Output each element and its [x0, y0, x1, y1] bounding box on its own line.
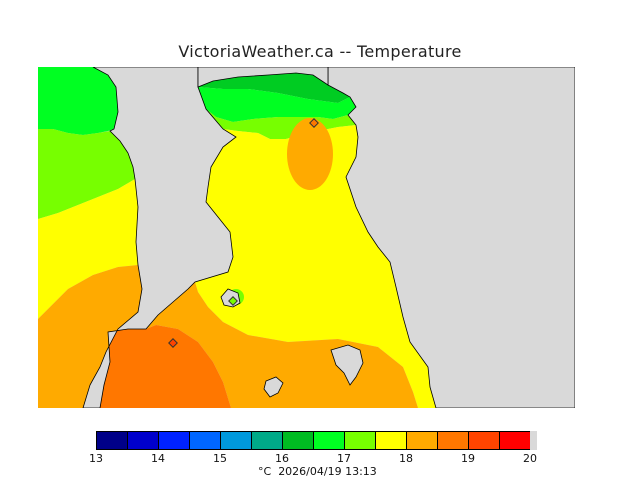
stations: [168, 118, 319, 348]
legend-swatch: [220, 431, 252, 450]
legend-swatch: [127, 431, 159, 450]
legend-tick-label: 18: [399, 452, 413, 465]
zone-18-19-west: [38, 179, 138, 319]
zone-19-20-central-blob: [287, 118, 333, 190]
legend-tick-label: 14: [151, 452, 165, 465]
legend-tick-label: 19: [461, 452, 475, 465]
legend-tick-label: 16: [275, 452, 289, 465]
station-south[interactable]: [168, 338, 178, 348]
western-strait: [82, 67, 237, 408]
legend-tick-label: 17: [337, 452, 351, 465]
lake-south-1: [330, 344, 364, 386]
zone-19-20-west: [38, 265, 142, 408]
legend-bar: [96, 431, 556, 450]
zone-16-17-north: [198, 87, 356, 122]
legend-swatch: [313, 431, 345, 450]
legend-swatch: [158, 431, 190, 450]
legend-caption: °C 2026/04/19 13:13: [258, 465, 377, 478]
legend-swatch: [375, 431, 407, 450]
legend-swatch: [96, 431, 128, 450]
legend-swatch: [437, 431, 469, 450]
legend-tick-label: 15: [213, 452, 227, 465]
legend-swatch: [406, 431, 438, 450]
zone-17-18-north: [206, 109, 356, 139]
zone-17-18-west: [38, 129, 135, 219]
zone-15-16-north: [198, 73, 350, 103]
legend-swatch: [468, 431, 500, 450]
zone-20-21-south: [100, 325, 231, 408]
temperature-fields: [38, 67, 436, 408]
legend-end-cap: [530, 431, 537, 450]
chart-title: VictoriaWeather.ca -- Temperature: [178, 42, 462, 61]
legend-swatch: [344, 431, 376, 450]
legend-tick-label: 13: [89, 452, 103, 465]
legend-swatch: [251, 431, 283, 450]
station-north[interactable]: [309, 118, 319, 128]
eastern-waters: [327, 67, 575, 408]
station-central[interactable]: [228, 296, 238, 306]
color-legend: 13 14 15 16 17 18 19 20: [89, 431, 556, 465]
temperature-map[interactable]: [38, 67, 575, 408]
legend-swatch: [499, 431, 531, 450]
timestamp: 2026/04/19 13:13: [278, 465, 377, 478]
zone-18-19-central: [195, 125, 436, 408]
northern-bay: [197, 67, 329, 88]
legend-tick-label: 20: [523, 452, 537, 465]
zone-16-17-west: [38, 67, 118, 135]
unit-label: °C: [258, 465, 272, 478]
legend-swatch: [282, 431, 314, 450]
lake-south-2: [263, 376, 284, 398]
water-bodies: [82, 67, 575, 408]
legend-swatch: [189, 431, 221, 450]
legend-ticks: 13 14 15 16 17 18 19 20: [89, 450, 556, 465]
